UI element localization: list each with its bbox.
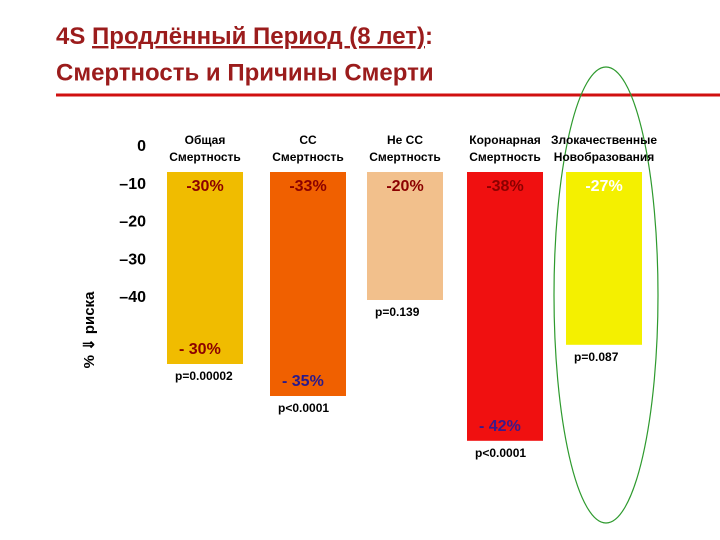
bar [367,172,443,300]
title-underlined: Продлённый Период (8 лет) [92,23,425,50]
category-label: СС [299,133,317,147]
title-line-1: 4S Продлённый Период (8 лет): [56,23,433,50]
category-label: Смертность [369,150,441,164]
category-label: Новобразования [554,150,655,164]
bar [270,172,346,396]
top-label: -30% [186,178,223,195]
category-label: Смертность [169,150,241,164]
category-label: Коронарная [469,133,541,147]
p-value: p=0.087 [574,350,619,364]
y-tick-label: –30 [119,251,146,268]
category-label: Смертность [469,150,541,164]
category-label: Злокачественные [551,133,657,147]
top-label: -27% [585,178,622,195]
bottom-label: - 30% [179,341,221,358]
y-tick-label: –40 [119,289,146,306]
bar [167,172,243,364]
title-suffix: : [425,23,433,50]
category-label: Не СС [387,133,423,147]
bar [467,172,543,441]
highlight-ellipse [553,66,659,524]
title-line-2: Смертность и Причины Смерти [56,59,434,86]
p-value: p<0.0001 [278,401,329,415]
top-label: -38% [486,178,523,195]
y-axis-label: % ⇓ риска [81,291,98,368]
category-label: Смертность [272,150,344,164]
y-tick-label: –20 [119,214,146,231]
p-value: p=0.00002 [175,369,233,383]
p-value: p=0.139 [375,305,420,319]
bottom-label: - 42% [479,418,521,435]
top-label: -20% [386,178,423,195]
y-tick-label: 0 [137,138,146,155]
category-label: Общая [185,133,226,147]
bar [566,172,642,345]
p-value: p<0.0001 [475,446,526,460]
top-label: -33% [289,178,326,195]
y-tick-label: –10 [119,176,146,193]
bottom-label: - 35% [282,373,324,390]
title-prefix: 4S [56,23,92,50]
